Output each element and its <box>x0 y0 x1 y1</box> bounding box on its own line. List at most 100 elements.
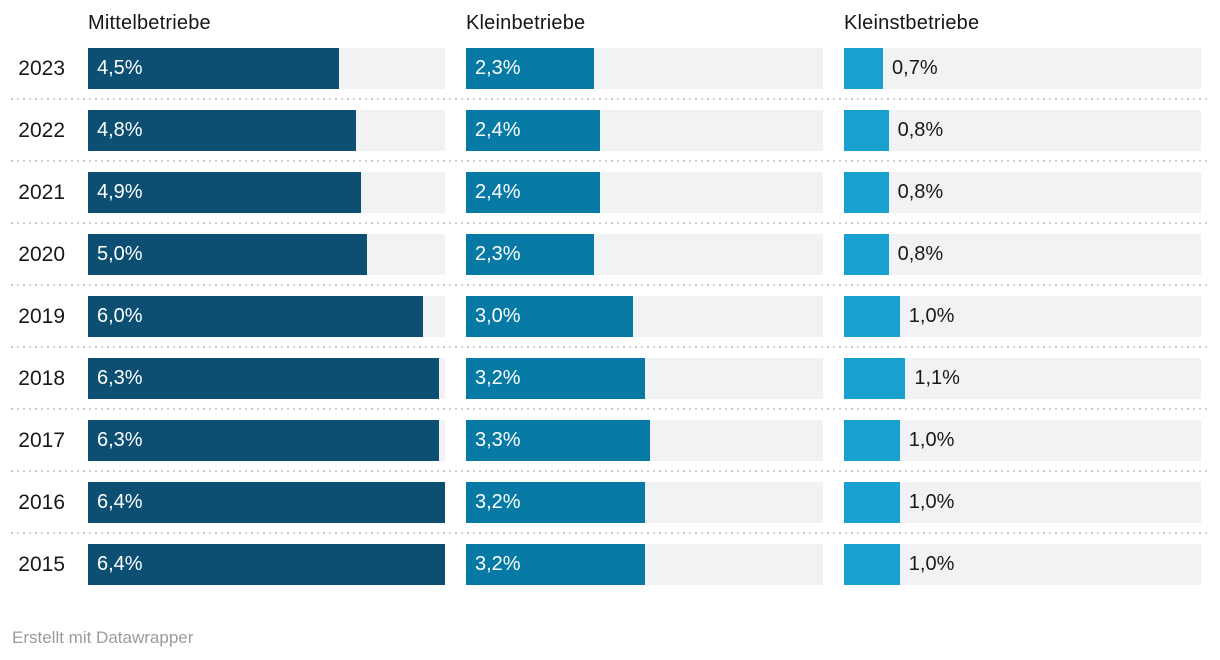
bar-value-label: 1,0% <box>908 491 955 513</box>
bar-value-label: 3,0% <box>475 305 521 327</box>
bar-track: 1,0% <box>844 544 1201 585</box>
bar-mittelbetriebe: 4,9% <box>88 172 362 213</box>
bar-track: 3,0% <box>466 296 823 337</box>
bar-value-label: 0,8% <box>897 181 944 203</box>
bar-kleinstbetriebe <box>844 482 900 523</box>
bar-value-label: 1,0% <box>908 553 955 575</box>
bar-value-label: 4,5% <box>97 57 143 79</box>
bar-value-label: 1,1% <box>914 367 960 389</box>
bar-kleinstbetriebe <box>844 296 900 337</box>
series-header-mittelbetriebe: Mittelbetriebe <box>88 12 211 34</box>
year-label: 2020 <box>18 243 65 266</box>
year-label: 2021 <box>18 181 65 204</box>
bar-mittelbetriebe: 6,4% <box>88 544 445 585</box>
bar-track: 4,8% <box>88 110 445 151</box>
row-separator <box>11 222 1210 224</box>
bar-track: 1,1% <box>844 358 1201 399</box>
bar-value-label: 6,4% <box>97 491 143 513</box>
row-separator <box>11 532 1210 534</box>
bar-track: 2,3% <box>466 234 823 275</box>
bar-mittelbetriebe: 5,0% <box>88 234 367 275</box>
bar-value-label: 3,3% <box>475 429 521 451</box>
chart-row: 2016 6,4% 3,2% 1,0% <box>0 482 1220 534</box>
bar-track: 6,4% <box>88 482 445 523</box>
bar-kleinbetriebe: 2,3% <box>466 48 595 89</box>
bar-track: 0,8% <box>844 110 1201 151</box>
bar-track: 3,2% <box>466 358 823 399</box>
chart-row: 2015 6,4% 3,2% 1,0% <box>0 544 1220 585</box>
row-separator <box>11 346 1210 348</box>
bar-track: 6,3% <box>88 358 445 399</box>
chart-rows: 2023 4,5% 2,3% 0,7% 2022 4,8% 2,4% 0,8% 2021… <box>0 48 1220 585</box>
bar-mittelbetriebe: 6,3% <box>88 420 440 461</box>
bar-track: 2,4% <box>466 110 823 151</box>
year-label: 2023 <box>18 57 65 80</box>
bar-track: 4,9% <box>88 172 445 213</box>
bar-track: 5,0% <box>88 234 445 275</box>
bar-track: 3,2% <box>466 544 823 585</box>
bar-value-label: 6,4% <box>97 553 143 575</box>
bar-kleinbetriebe: 3,0% <box>466 296 634 337</box>
row-separator <box>11 408 1210 410</box>
bar-value-label: 3,2% <box>475 367 521 389</box>
bar-kleinbetriebe: 3,2% <box>466 482 645 523</box>
bar-value-label: 6,3% <box>97 429 143 451</box>
year-label: 2017 <box>18 429 65 452</box>
bar-track: 2,4% <box>466 172 823 213</box>
bar-track: 1,0% <box>844 420 1201 461</box>
bar-track: 6,0% <box>88 296 445 337</box>
datawrapper-attribution-link[interactable]: Erstellt mit Datawrapper <box>12 628 194 647</box>
chart-row: 2022 4,8% 2,4% 0,8% <box>0 110 1220 162</box>
chart-row: 2021 4,9% 2,4% 0,8% <box>0 172 1220 224</box>
row-separator <box>11 160 1210 162</box>
bar-track: 3,2% <box>466 482 823 523</box>
bar-value-label: 2,3% <box>475 243 521 265</box>
bar-mittelbetriebe: 6,3% <box>88 358 440 399</box>
bar-kleinbetriebe: 3,2% <box>466 358 645 399</box>
chart-row: 2019 6,0% 3,0% 1,0% <box>0 296 1220 348</box>
year-label: 2022 <box>18 119 65 142</box>
chart-row: 2023 4,5% 2,3% 0,7% <box>0 48 1220 100</box>
year-label: 2015 <box>18 553 65 576</box>
bar-value-label: 3,2% <box>475 553 521 575</box>
bar-kleinstbetriebe <box>844 234 889 275</box>
bar-mittelbetriebe: 6,0% <box>88 296 423 337</box>
bar-kleinbetriebe: 2,3% <box>466 234 595 275</box>
row-separator <box>11 98 1210 100</box>
chart-row: 2020 5,0% 2,3% 0,8% <box>0 234 1220 286</box>
bar-mittelbetriebe: 4,8% <box>88 110 356 151</box>
bar-value-label: 4,8% <box>97 119 143 141</box>
bar-value-label: 0,7% <box>892 57 938 79</box>
bar-track: 0,8% <box>844 172 1201 213</box>
year-label: 2016 <box>18 491 65 514</box>
bar-track: 0,8% <box>844 234 1201 275</box>
bar-value-label: 0,8% <box>897 243 944 265</box>
bar-track: 6,3% <box>88 420 445 461</box>
bar-value-label: 2,4% <box>475 181 521 203</box>
bar-kleinstbetriebe <box>844 544 900 585</box>
chart-row: 2018 6,3% 3,2% 1,1% <box>0 358 1220 410</box>
year-label: 2019 <box>18 305 65 328</box>
bar-value-label: 5,0% <box>97 243 143 265</box>
bar-kleinbetriebe: 3,3% <box>466 420 651 461</box>
bar-value-label: 0,8% <box>897 119 944 141</box>
bar-track: 1,0% <box>844 296 1201 337</box>
bar-mittelbetriebe: 4,5% <box>88 48 340 89</box>
year-label: 2018 <box>18 367 65 390</box>
bar-kleinbetriebe: 3,2% <box>466 544 645 585</box>
row-separator <box>11 470 1210 472</box>
bar-track: 6,4% <box>88 544 445 585</box>
bar-value-label: 3,2% <box>475 491 521 513</box>
bar-value-label: 1,0% <box>908 429 955 451</box>
series-header-kleinstbetriebe: Kleinstbetriebe <box>844 12 980 34</box>
bar-value-label: 1,0% <box>908 305 955 327</box>
bar-value-label: 4,9% <box>97 181 143 203</box>
bar-track: 0,7% <box>844 48 1201 89</box>
bar-mittelbetriebe: 6,4% <box>88 482 445 523</box>
bar-value-label: 2,4% <box>475 119 521 141</box>
bar-track: 4,5% <box>88 48 445 89</box>
bar-value-label: 2,3% <box>475 57 521 79</box>
bar-kleinbetriebe: 2,4% <box>466 172 600 213</box>
bar-value-label: 6,3% <box>97 367 143 389</box>
